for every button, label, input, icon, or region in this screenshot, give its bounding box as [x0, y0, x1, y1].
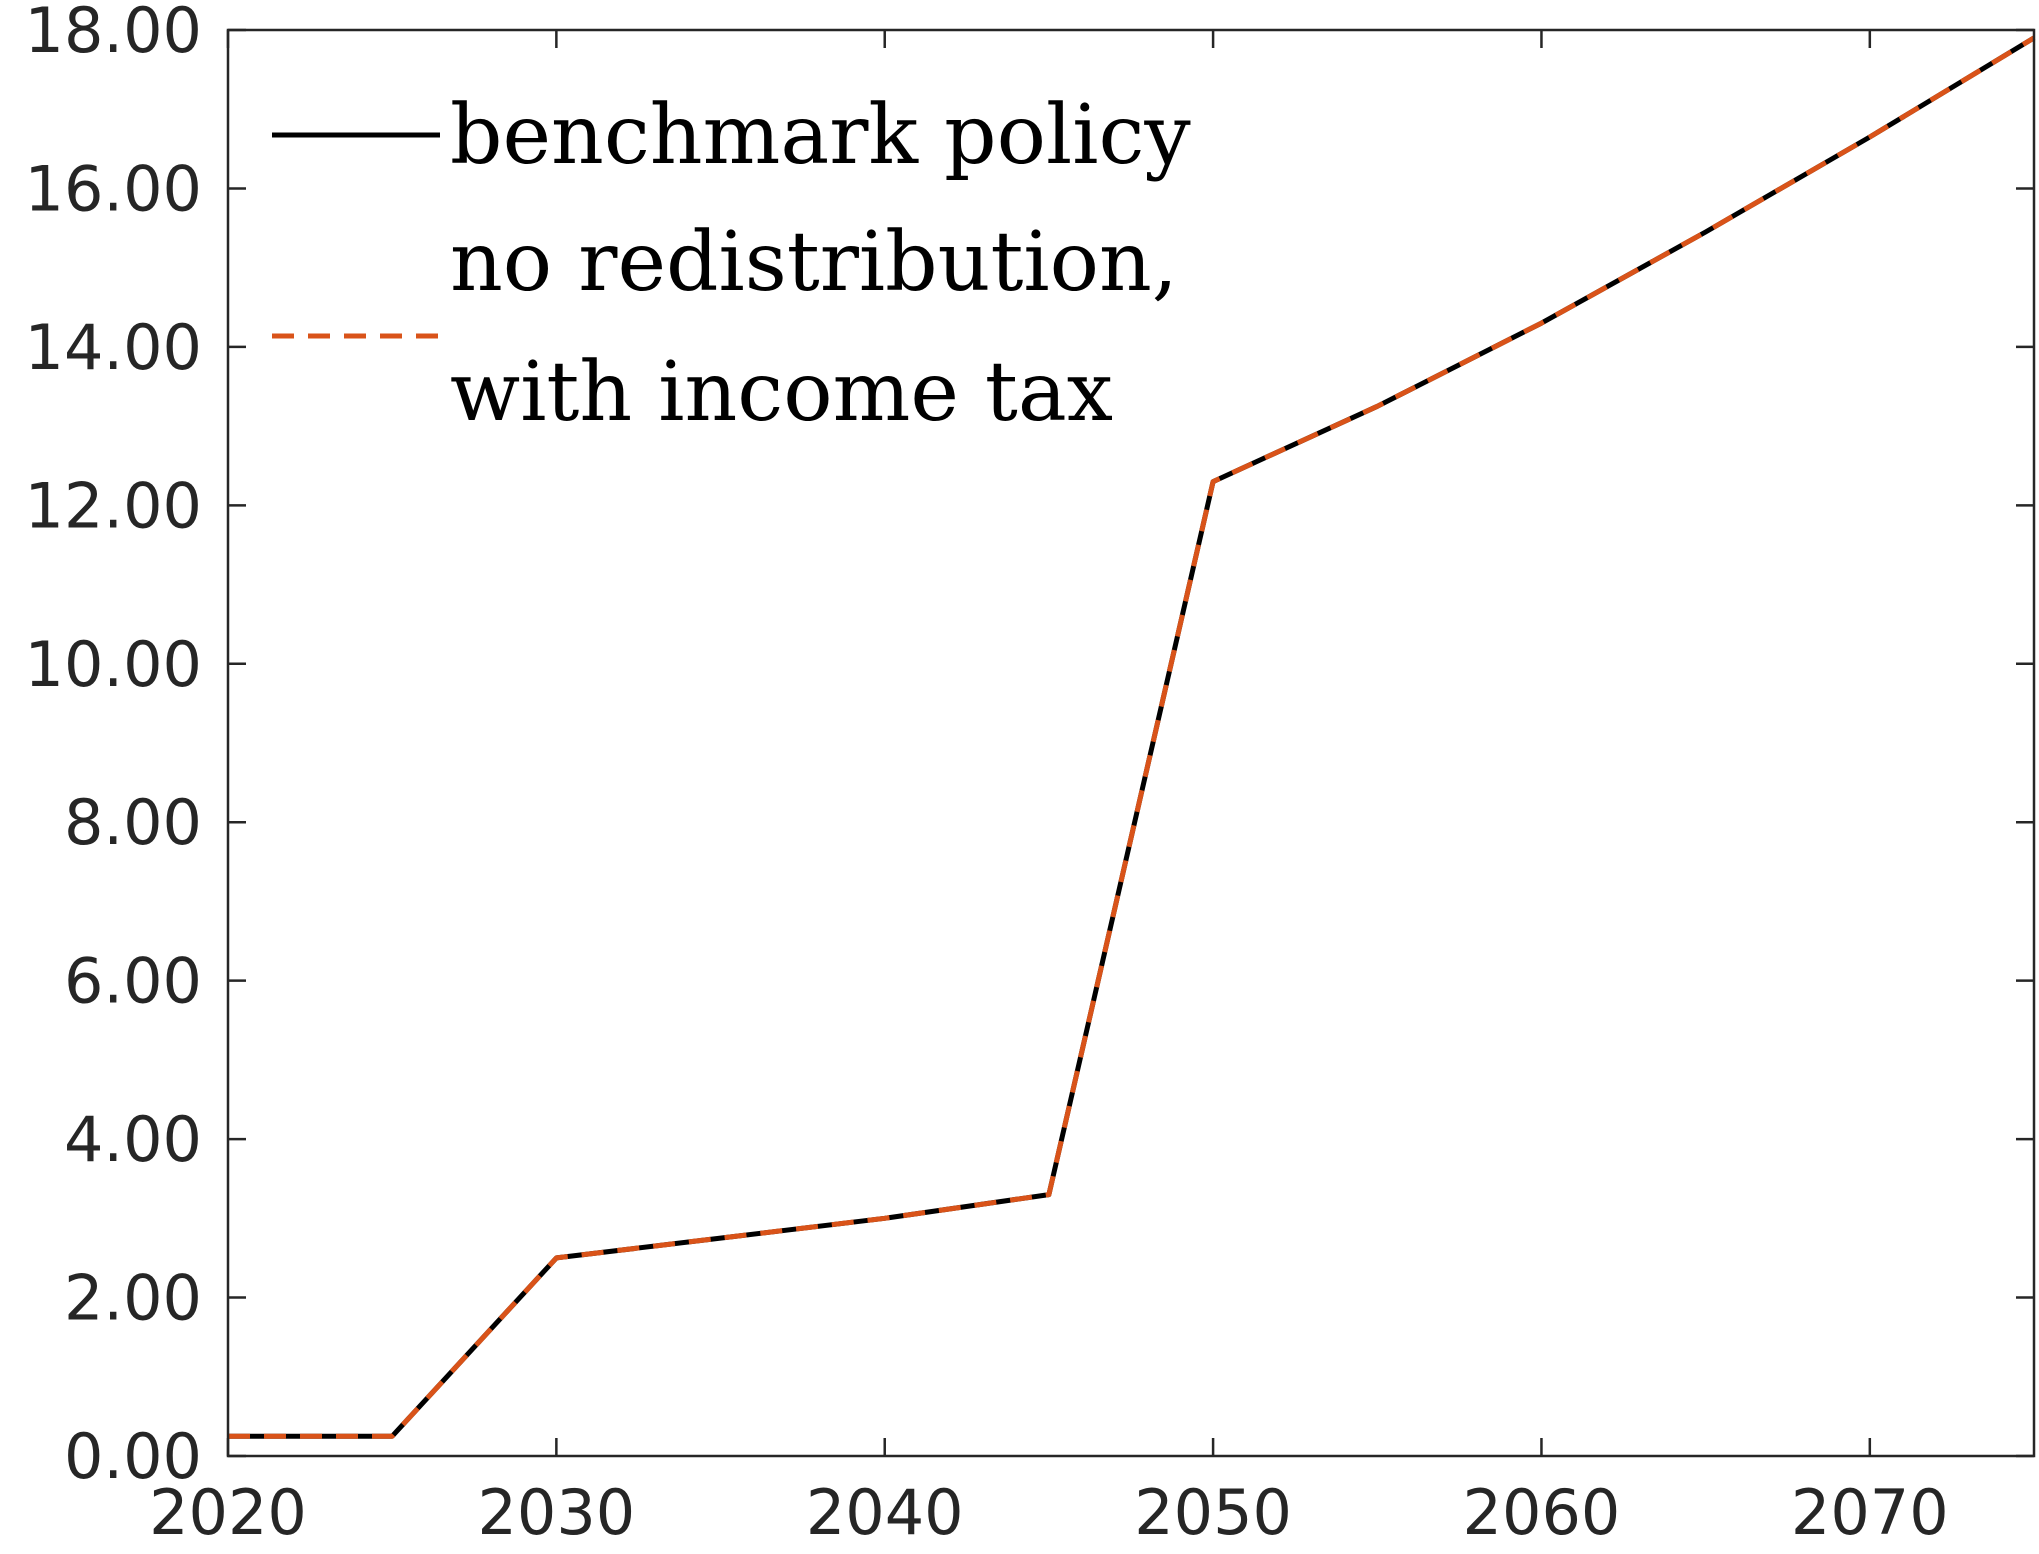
- y-tick-label: 8.00: [64, 786, 202, 859]
- series-layer: [228, 35, 2036, 1439]
- y-tick-label: 14.00: [25, 311, 203, 384]
- x-tick-label: 2020: [149, 1476, 307, 1549]
- x-tick-label: 2060: [1463, 1476, 1621, 1549]
- x-tick-label: 2040: [806, 1476, 964, 1549]
- y-tick-label: 2.00: [64, 1262, 202, 1335]
- y-tick-label: 16.00: [25, 152, 203, 225]
- y-axis-tick-labels: 0.00 2.00 4.00 6.00 8.00 10.00 12.00 14.00 16.00…: [25, 0, 203, 1493]
- x-tick-label: 2070: [1791, 1476, 1949, 1549]
- y-tick-label: 12.00: [25, 469, 203, 542]
- y-tick-label: 0.00: [64, 1420, 202, 1493]
- legend-label-2-line-1: no redistribution,: [450, 215, 1178, 310]
- y-tick-label: 4.00: [64, 1103, 202, 1176]
- plot-frame: [226, 28, 2036, 1458]
- y-tick-label: 18.00: [25, 0, 203, 67]
- plot-background: [228, 30, 2034, 1456]
- x-tick-label: 2050: [1134, 1476, 1292, 1549]
- series-line-2: [228, 35, 2036, 1439]
- legend-label-1: benchmark policy: [450, 88, 1191, 183]
- x-tick-label: 2030: [477, 1476, 635, 1549]
- y-tick-label: 6.00: [64, 945, 202, 1018]
- legend-label-2-line-2: with income tax: [450, 345, 1113, 440]
- y-tick-label: 10.00: [25, 628, 203, 701]
- x-axis-tick-labels: 2020 2030 2040 2050 2060 2070: [149, 1476, 1949, 1549]
- legend: benchmark policy no redistribution, with i…: [272, 88, 1191, 440]
